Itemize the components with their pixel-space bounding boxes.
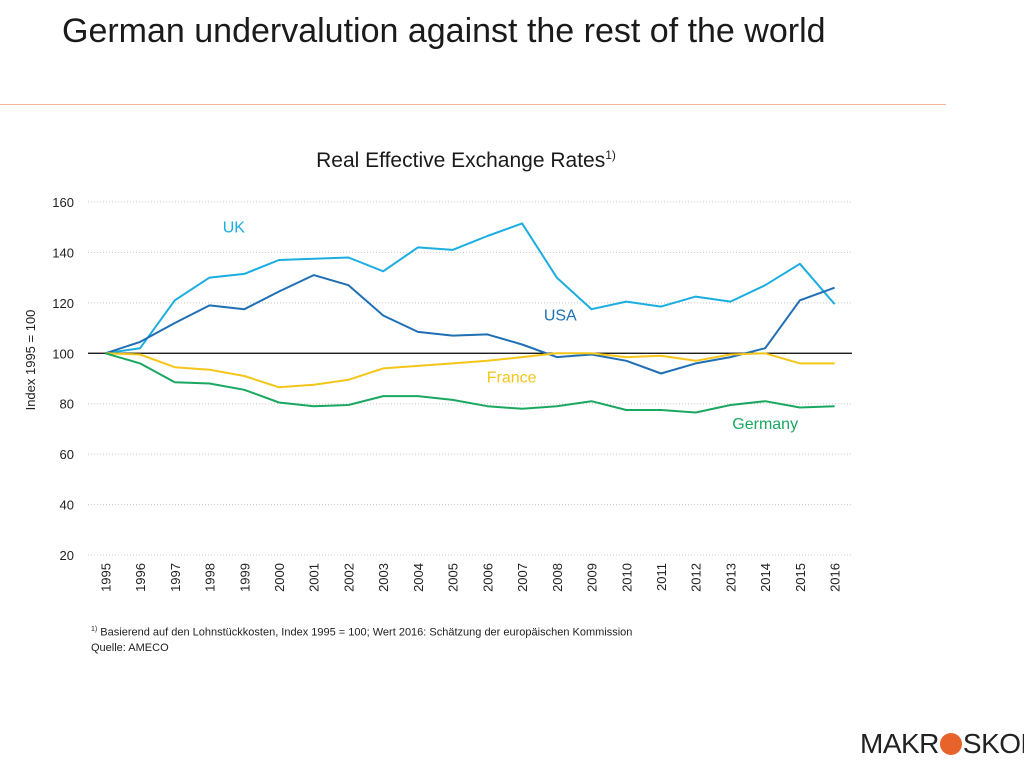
y-tick-60: 60 <box>60 447 74 462</box>
x-tick-2004: 2004 <box>411 563 426 592</box>
title-divider <box>0 104 946 105</box>
x-tick-2001: 2001 <box>307 563 322 592</box>
series-lines <box>105 222 836 414</box>
y-tick-120: 120 <box>52 296 74 311</box>
x-tick-2006: 2006 <box>480 563 495 592</box>
x-tick-2016: 2016 <box>828 563 843 592</box>
series-label-uk: UK <box>223 219 246 236</box>
x-tick-2007: 2007 <box>515 563 530 592</box>
series-line-germany <box>105 352 835 414</box>
x-tick-2014: 2014 <box>758 563 773 592</box>
makroskop-logo: MAKRSKOP <box>860 728 1024 759</box>
x-tick-2008: 2008 <box>550 563 565 592</box>
x-tick-2005: 2005 <box>446 563 461 592</box>
y-tick-80: 80 <box>60 397 74 412</box>
chart-title: Real Effective Exchange Rates1) <box>316 148 616 172</box>
exchange-rate-chart: Real Effective Exchange Rates1) Index 19… <box>23 148 852 592</box>
series-line-france <box>105 352 835 389</box>
series-label-usa: USA <box>544 308 577 325</box>
footnote: 1) Basierend auf den Lohnstückkosten, In… <box>91 622 632 656</box>
x-tick-2000: 2000 <box>272 563 287 592</box>
x-tick-2009: 2009 <box>585 563 600 592</box>
logo-dot-icon <box>939 733 962 755</box>
y-axis-ticks: 20 40 60 80 100 120 140 160 <box>52 195 74 563</box>
x-tick-2012: 2012 <box>689 563 704 592</box>
footnote-line-1: 1) Basierend auf den Lohnstückkosten, In… <box>91 626 633 639</box>
y-tick-20: 20 <box>60 548 74 563</box>
x-tick-2015: 2015 <box>793 563 808 592</box>
grid-lines <box>88 201 852 556</box>
x-tick-2011: 2011 <box>654 563 669 591</box>
x-tick-1997: 1997 <box>168 563 183 592</box>
y-axis-label: Index 1995 = 100 <box>23 310 38 411</box>
slide-title: German undervalution against the rest of… <box>62 12 826 50</box>
series-line-uk <box>105 222 836 355</box>
y-tick-100: 100 <box>52 346 74 361</box>
x-tick-1999: 1999 <box>237 563 252 592</box>
x-tick-2010: 2010 <box>619 563 634 592</box>
footnote-source: Quelle: AMECO <box>91 641 169 654</box>
series-labels: UK USA France Germany <box>223 219 798 433</box>
y-tick-40: 40 <box>60 498 74 513</box>
x-tick-2002: 2002 <box>341 563 356 592</box>
y-tick-160: 160 <box>52 195 74 210</box>
series-label-germany: Germany <box>732 416 798 433</box>
x-tick-1996: 1996 <box>133 563 148 592</box>
x-tick-1998: 1998 <box>203 563 218 592</box>
x-tick-2003: 2003 <box>376 563 391 592</box>
x-tick-1995: 1995 <box>98 563 113 592</box>
series-line-usa <box>105 274 835 375</box>
series-label-france: France <box>487 369 537 386</box>
x-tick-2013: 2013 <box>723 563 738 592</box>
y-tick-140: 140 <box>52 245 74 260</box>
x-axis-ticks: 1995 1996 1997 1998 1999 2000 2001 2002 2003 2004… <box>98 563 842 592</box>
